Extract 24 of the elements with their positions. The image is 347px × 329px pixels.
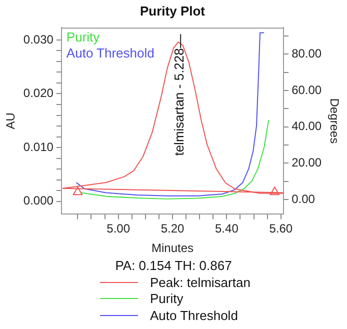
legend-label: Purity bbox=[150, 291, 184, 306]
text: Purity bbox=[66, 30, 100, 45]
y2-tick-label: 0.00 bbox=[292, 192, 316, 206]
y2-tick-label: 80.00 bbox=[292, 46, 322, 60]
text: PA: 0.154 TH: 0.867 bbox=[114, 258, 233, 274]
chart-title: Purity Plot bbox=[140, 3, 206, 18]
x-tick-label: 5.00 bbox=[106, 222, 130, 236]
legend-label: Peak: telmisartan bbox=[150, 274, 250, 290]
x-tick-label: 5.20 bbox=[160, 222, 184, 236]
x-tick-label: 5.60 bbox=[269, 222, 293, 236]
annotation: telmisartan - 5.228 bbox=[172, 48, 187, 156]
x-axis-title: Minutes bbox=[151, 241, 194, 256]
y-tick-label: 0.010 bbox=[23, 140, 54, 154]
text: Auto Threshold bbox=[66, 46, 154, 61]
y-tick-label: 0.030 bbox=[23, 32, 54, 46]
legend-label: Auto Threshold bbox=[150, 308, 238, 323]
x-tick-label: 5.40 bbox=[215, 222, 239, 236]
y-tick-label: 0.020 bbox=[23, 86, 54, 100]
y2-tick-label: 20.00 bbox=[292, 155, 322, 170]
y-tick-label: 0.000 bbox=[23, 194, 54, 208]
y2-tick-label: 40.00 bbox=[292, 119, 322, 134]
y2-axis-title: Degrees bbox=[327, 98, 342, 144]
y2-tick-label: 60.00 bbox=[292, 82, 322, 97]
y-axis-title: AU bbox=[4, 112, 18, 130]
